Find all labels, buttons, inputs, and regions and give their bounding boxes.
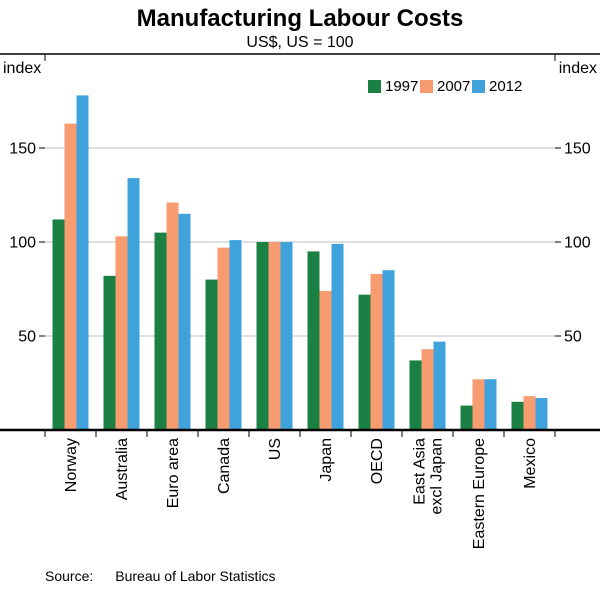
bar-1997 [460, 405, 473, 430]
x-category-label: Mexico [522, 438, 539, 489]
bar-chart: 50 50 100 100 150 150 index index Norway Australi… [0, 53, 600, 549]
bar-2012 [178, 213, 191, 430]
bar-2007 [64, 123, 77, 430]
bar-2012 [229, 240, 242, 430]
bar-1997 [256, 241, 269, 430]
bar-1997 [307, 251, 320, 430]
x-category-label: East Asia [412, 438, 429, 505]
bar-2007 [115, 236, 128, 430]
y-tick-label-right: 100 [564, 234, 591, 251]
bar-1997 [511, 401, 524, 430]
x-category-label: Japan [318, 438, 335, 482]
legend-label-2012: 2012 [489, 78, 522, 95]
bar-2012 [76, 95, 89, 430]
y-tick-label-right: 50 [564, 328, 582, 345]
bar-2012 [127, 178, 140, 430]
x-category-label: Canada [216, 438, 233, 494]
bar-2012 [280, 241, 293, 430]
legend-swatch-2012 [472, 79, 485, 93]
bar-2007 [268, 241, 281, 430]
y-tick-label-right: 150 [564, 140, 591, 157]
bar-2012 [382, 270, 395, 430]
y-tick-label-left: 100 [9, 234, 36, 251]
legend-swatch-2007 [420, 79, 433, 93]
bar-2012 [484, 379, 497, 430]
y-tick-label-left: 50 [18, 328, 36, 345]
bar-2007 [217, 247, 230, 430]
y-axis-label-right: index [559, 60, 597, 77]
x-category-label: OECD [369, 438, 386, 484]
chart-subtitle: US$, US = 100 [246, 33, 354, 51]
x-category-label: Euro area [165, 438, 182, 508]
x-category-label: Eastern Europe [471, 438, 488, 549]
source-label: Source: [45, 567, 94, 584]
bar-2007 [370, 273, 383, 430]
source-text: Bureau of Labor Statistics [115, 567, 276, 584]
x-category-label: US [267, 438, 284, 460]
bar-2007 [166, 202, 179, 430]
legend-label-1997: 1997 [385, 78, 418, 95]
legend-label-2007: 2007 [437, 78, 470, 95]
chart-title: Manufacturing Labour Costs [136, 5, 464, 32]
bar-1997 [154, 232, 167, 430]
bar-1997 [103, 275, 116, 430]
bar-1997 [358, 294, 371, 430]
bar-2012 [535, 398, 548, 430]
source-note: Source: Bureau of Labor Statistics [45, 568, 600, 584]
x-category-label: Australia [114, 438, 131, 500]
bar-1997 [205, 279, 218, 430]
bar-2007 [472, 379, 485, 430]
y-tick-label-left: 150 [9, 140, 36, 157]
bar-2007 [421, 349, 434, 430]
bar-1997 [52, 219, 65, 430]
x-category-label: Norway [63, 438, 80, 492]
bar-2007 [319, 290, 332, 430]
bar-2012 [331, 243, 344, 430]
x-category-label: excl Japan [429, 438, 446, 515]
legend-swatch-1997 [368, 79, 381, 93]
bar-2007 [523, 396, 536, 430]
bar-1997 [409, 360, 422, 430]
y-axis-label-left: index [3, 60, 41, 77]
bar-2012 [433, 341, 446, 430]
